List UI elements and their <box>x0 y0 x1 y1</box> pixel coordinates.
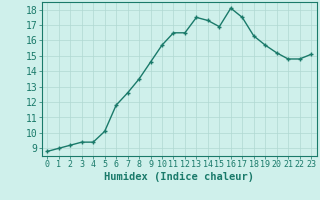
X-axis label: Humidex (Indice chaleur): Humidex (Indice chaleur) <box>104 172 254 182</box>
